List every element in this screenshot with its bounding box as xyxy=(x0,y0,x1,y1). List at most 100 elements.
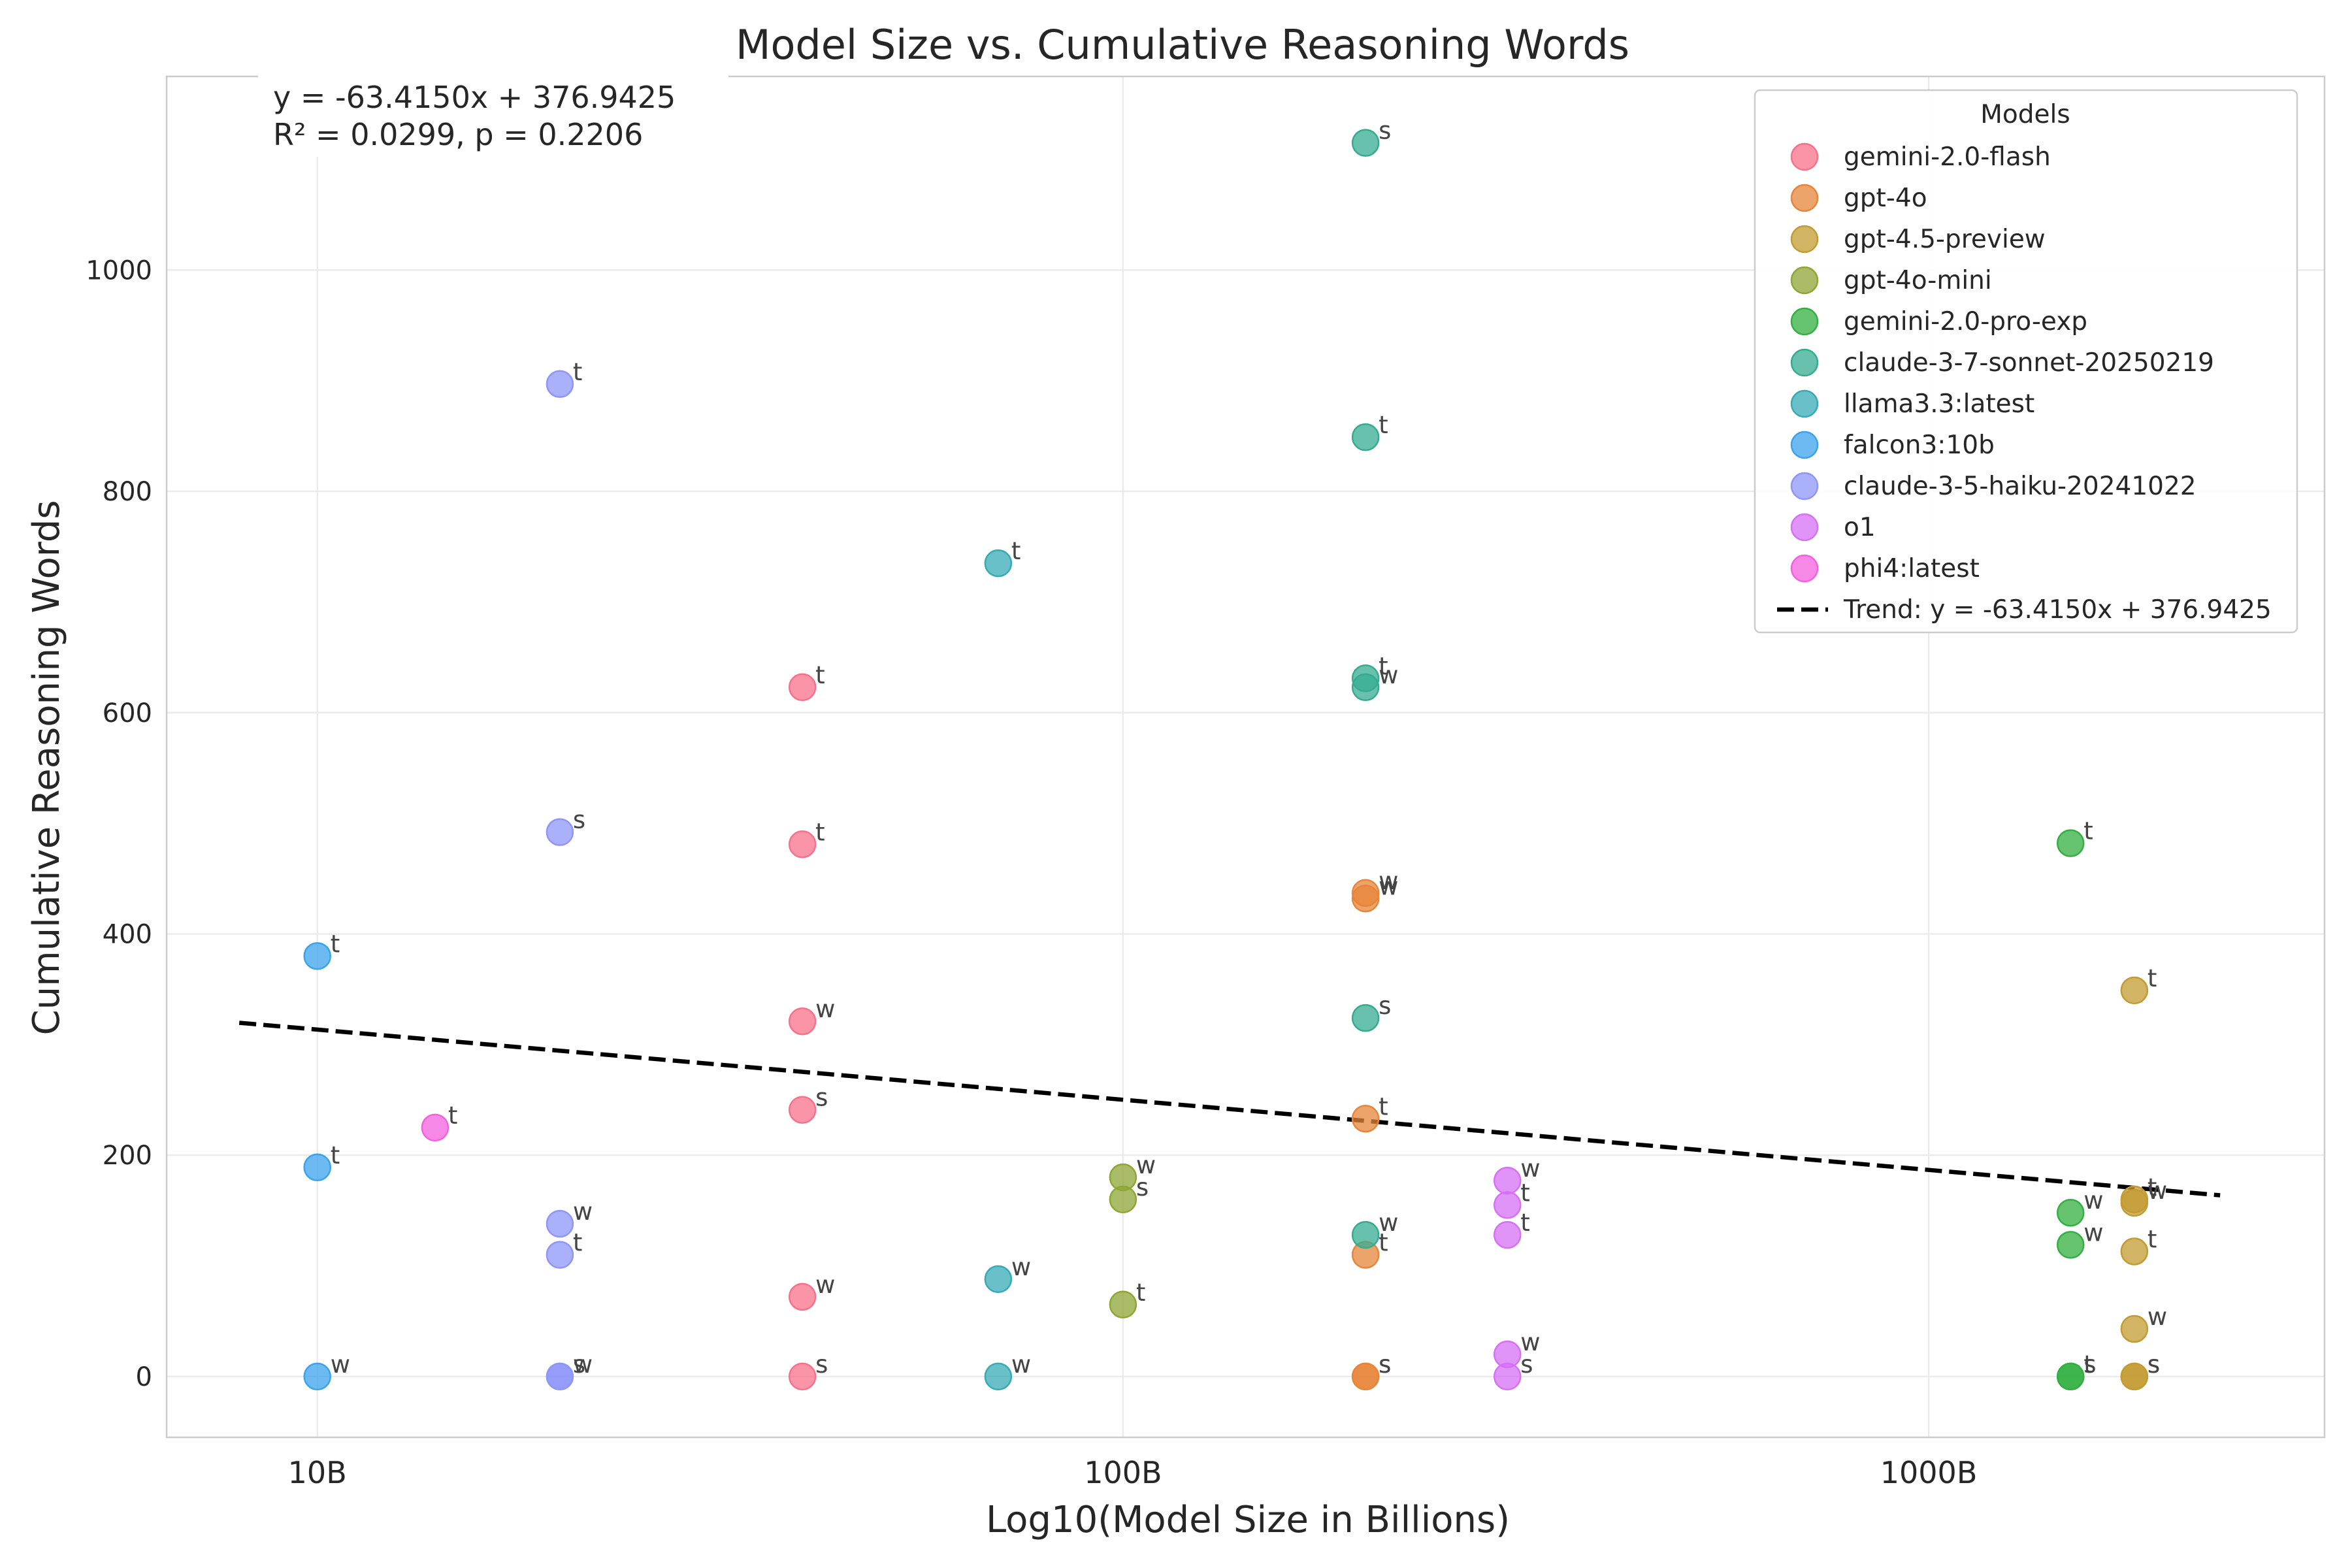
point-label: s xyxy=(1379,1350,1391,1379)
data-point xyxy=(2120,976,2149,1005)
series-falcon3:10b: t t w xyxy=(303,930,350,1391)
legend-label: claude-3-5-haiku-20241022 xyxy=(1844,472,2197,501)
series-llama3.3:latest: t w w xyxy=(984,537,1031,1391)
series-phi4:latest: t xyxy=(421,1102,458,1142)
legend-item: o1 xyxy=(1790,513,1876,542)
data-point xyxy=(303,942,331,970)
legend-marker xyxy=(1790,431,1819,459)
legend-marker xyxy=(1790,225,1819,253)
annotation-line-equation: y = -63.4150x + 376.9425 xyxy=(273,80,676,115)
data-point xyxy=(2056,829,2085,857)
point-label: w xyxy=(1136,1151,1156,1179)
data-point xyxy=(2120,1362,2149,1391)
data-point xyxy=(2120,1237,2149,1266)
point-label: s xyxy=(815,1084,828,1112)
data-point xyxy=(546,1362,574,1391)
data-point xyxy=(788,1362,817,1391)
legend-marker xyxy=(1790,513,1819,542)
point-label: w xyxy=(815,1271,835,1299)
trend-layer xyxy=(238,1021,2221,1198)
legend-marker xyxy=(1790,472,1819,500)
data-point xyxy=(2120,1315,2149,1343)
legend-item: phi4:latest xyxy=(1790,554,1980,583)
legend-label: gemini-2.0-pro-exp xyxy=(1844,307,2087,336)
point-label: s xyxy=(2148,1350,2160,1379)
point-label: t xyxy=(1011,537,1021,565)
x-axis-label: Log10(Model Size in Billions) xyxy=(986,1499,1510,1541)
point-label: t xyxy=(1379,1092,1388,1120)
point-label: t xyxy=(448,1102,458,1130)
point-label: w xyxy=(1379,661,1398,689)
series-gpt-4o-mini: ws t xyxy=(1109,1151,1156,1319)
data-point xyxy=(303,1362,331,1391)
point-label: s xyxy=(1379,1350,1391,1379)
legend-items: gemini-2.0-flash gpt-4o gpt-4.5-preview gpt… xyxy=(1777,142,2272,625)
point-label: t xyxy=(2148,1225,2157,1253)
points-layer: ttwswswwttssttwtwsswsttwwtssttwswtwwttwt… xyxy=(303,117,2167,1391)
legend-label: falcon3:10b xyxy=(1844,431,1995,460)
data-point xyxy=(788,1096,817,1124)
legend-label: gpt-4.5-preview xyxy=(1844,225,2046,254)
data-point xyxy=(1109,1290,1137,1319)
data-point xyxy=(546,1209,574,1238)
trend-line xyxy=(238,1021,2221,1198)
legend-label: Trend: y = -63.4150x + 376.9425 xyxy=(1843,595,2272,625)
data-point xyxy=(788,1007,817,1036)
legend-item: claude-3-7-sonnet-20250219 xyxy=(1790,348,2214,378)
point-label: w xyxy=(331,1350,350,1379)
point-label: w xyxy=(1011,1253,1031,1281)
data-point xyxy=(1351,1105,1380,1133)
annotation-box xyxy=(258,72,728,157)
x-tick-label: 100B xyxy=(1084,1455,1162,1490)
tick-labels: 0 200 400 600 800 1000 10B 100B 1000B xyxy=(86,255,1977,1490)
point-label: t xyxy=(2083,817,2093,845)
point-label: t xyxy=(1520,1209,1530,1237)
data-point xyxy=(1351,129,1380,157)
x-tick-label: 1000B xyxy=(1880,1455,1978,1490)
data-point xyxy=(546,818,574,846)
legend-marker xyxy=(1790,184,1819,212)
data-point xyxy=(788,1282,817,1311)
data-point xyxy=(788,830,817,858)
point-label: s xyxy=(1520,1350,1533,1379)
point-label: w xyxy=(1379,872,1398,900)
stats-annotation: y = -63.4150x + 376.9425 R² = 0.0299, p … xyxy=(258,72,728,157)
data-point xyxy=(984,549,1013,578)
point-label: t xyxy=(573,358,583,386)
x-tick-label: 10B xyxy=(288,1455,347,1490)
legend-item: llama3.3:latest xyxy=(1790,389,2034,419)
point-label: t xyxy=(2148,1173,2157,1201)
point-label: s xyxy=(1379,992,1391,1020)
point-label: t xyxy=(2083,1350,2093,1379)
point-label: w xyxy=(1379,1209,1398,1237)
annotation-line-stats: R² = 0.0299, p = 0.2206 xyxy=(273,117,643,152)
point-label: t xyxy=(573,1229,583,1257)
point-label: s xyxy=(815,1350,828,1379)
point-label: t xyxy=(1379,652,1388,680)
y-tick-label: 600 xyxy=(103,698,152,728)
data-point xyxy=(1351,423,1380,451)
point-label: s xyxy=(573,1350,585,1379)
point-label: t xyxy=(331,1141,340,1169)
y-tick-label: 1000 xyxy=(86,255,152,286)
data-point xyxy=(1351,673,1380,702)
legend-marker xyxy=(1790,266,1819,295)
legend-marker xyxy=(1790,307,1819,336)
point-label: t xyxy=(815,818,825,846)
legend-item-trend: Trend: y = -63.4150x + 376.9425 xyxy=(1777,595,2272,625)
point-label: w xyxy=(1379,867,1398,895)
point-label: s xyxy=(1379,117,1391,145)
data-point xyxy=(2056,1198,2085,1227)
point-label: s xyxy=(2083,1350,2096,1379)
y-tick-label: 800 xyxy=(103,477,152,507)
data-point xyxy=(2056,1362,2085,1391)
legend-item: gpt-4o-mini xyxy=(1790,266,1992,295)
point-label: t xyxy=(1520,1179,1530,1207)
data-point xyxy=(303,1153,331,1182)
